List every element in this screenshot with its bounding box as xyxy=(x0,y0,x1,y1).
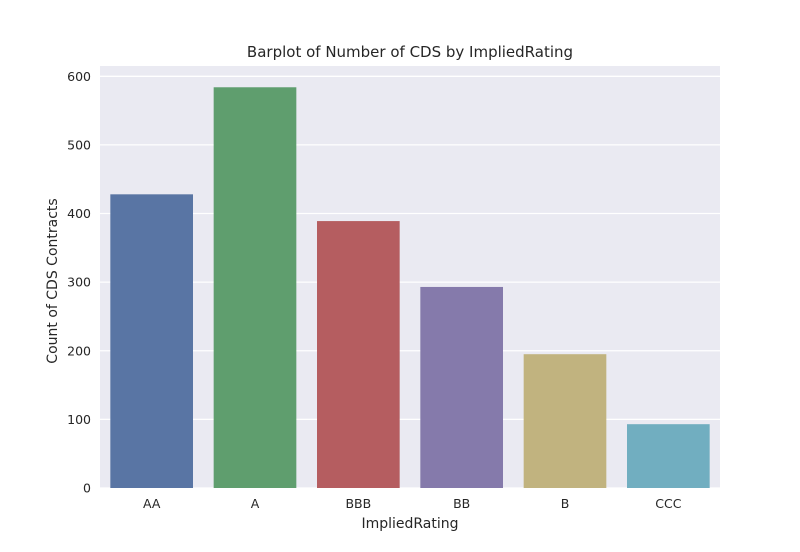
y-tick-label: 0 xyxy=(83,481,91,496)
bars xyxy=(110,87,710,489)
x-tick-labels: AA A BBB BB B CCC xyxy=(143,496,682,511)
y-tick-label: 400 xyxy=(67,206,91,221)
x-tick-label: BB xyxy=(453,496,470,511)
bar-a xyxy=(213,87,297,488)
bar-bbb xyxy=(317,221,400,488)
y-tick-label: 500 xyxy=(67,137,91,152)
y-tick-label: 600 xyxy=(67,69,91,84)
gridlines xyxy=(100,75,720,489)
y-tick-labels: 0 100 200 300 400 500 600 xyxy=(67,69,91,496)
y-tick-label: 300 xyxy=(67,275,91,290)
plot-area xyxy=(100,66,720,488)
bar-ccc xyxy=(627,424,710,488)
chart-title: Barplot of Number of CDS by ImpliedRatin… xyxy=(247,43,573,61)
x-axis-label: ImpliedRating xyxy=(361,516,458,532)
x-tick-label: AA xyxy=(143,496,161,511)
bar-b xyxy=(523,354,607,488)
y-tick-label: 200 xyxy=(67,343,91,358)
bar-bb xyxy=(420,286,503,488)
y-axis-label: Count of CDS Contracts xyxy=(45,198,61,363)
x-tick-label: A xyxy=(251,496,260,511)
x-tick-label: BBB xyxy=(345,496,371,511)
bar-aa xyxy=(110,194,193,489)
y-tick-label: 100 xyxy=(67,412,91,427)
x-tick-label: B xyxy=(561,496,570,511)
x-tick-label: CCC xyxy=(655,496,681,511)
